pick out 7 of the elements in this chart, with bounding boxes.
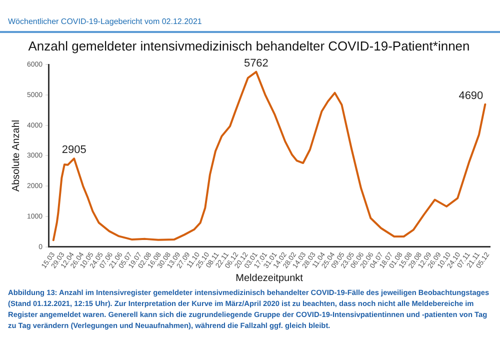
x-axis-title: Meldezeitpunkt [236, 272, 304, 284]
annotation: 4690 [458, 90, 484, 102]
chart-title: Anzahl gemeldeter intensivmedizinisch behandelter COVID-19-Patient*innen [28, 38, 470, 54]
annotation: 2905 [62, 144, 86, 156]
text: Wöchentlicher COVID-19-Lagebericht vom 02.12.2021 [7, 16, 203, 28]
y-axis-title: Absolute Anzahl [10, 120, 22, 192]
annotation: 5762 [244, 57, 268, 70]
